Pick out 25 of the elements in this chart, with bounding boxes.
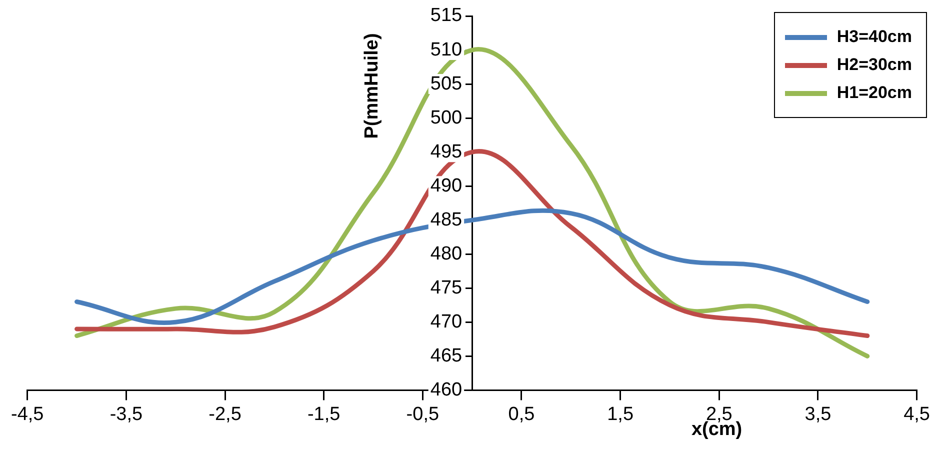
legend-label: H2=30cm	[836, 55, 912, 75]
x-tick-label: -2,5	[208, 404, 242, 425]
legend-label: H1=20cm	[836, 83, 912, 103]
y-tick-label: 510	[430, 39, 462, 60]
x-tick-label: 1,5	[607, 404, 634, 425]
legend-label: H3=40cm	[836, 27, 912, 47]
x-tick-label: -4,5	[10, 404, 44, 425]
x-tick-label: -3,5	[110, 404, 143, 425]
x-tick-label: 0,5	[508, 404, 535, 425]
x-tick-label: -1,5	[307, 404, 340, 425]
y-tick-label: 490	[430, 175, 462, 196]
x-tick-label: 3,5	[804, 404, 832, 425]
x-tick-label: 4,5	[904, 404, 930, 425]
x-tick-label: -0,5	[406, 404, 440, 425]
y-tick-label: 470	[430, 311, 462, 332]
y-tick-label: 485	[430, 209, 462, 230]
y-tick-label: 480	[430, 243, 462, 264]
y-tick-label: 460	[430, 379, 462, 400]
y-tick-label: 500	[430, 107, 462, 128]
y-axis-title: P(mmHuile)	[361, 33, 382, 139]
y-tick-label: 465	[430, 345, 462, 366]
y-tick-label: 475	[430, 277, 462, 298]
y-tick-label: 505	[430, 73, 462, 94]
y-tick-label: 495	[430, 141, 462, 162]
y-tick-label: 515	[430, 5, 462, 26]
